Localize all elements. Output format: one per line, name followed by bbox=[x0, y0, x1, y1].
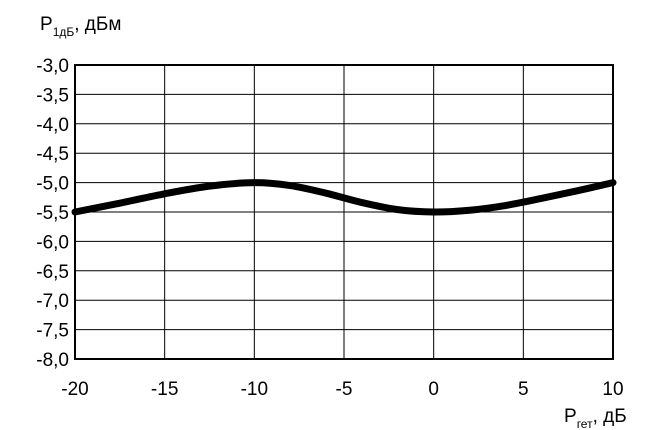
x-tick-label: 10 bbox=[602, 379, 623, 400]
y-tick-label: -4,5 bbox=[36, 144, 69, 165]
y-tick-label: -7,0 bbox=[36, 291, 69, 312]
x-tick-label: -20 bbox=[61, 379, 88, 400]
y-tick-labels: -3,0 -3,5 -4,0 -4,5 -5,0 -5,5 -6,0 -6,5 -7,0 -7,5… bbox=[36, 56, 69, 371]
y-tick-label: -4,0 bbox=[36, 115, 69, 136]
y-tick-label: -6,5 bbox=[36, 262, 69, 283]
x-axis-title: Pгет, дБ bbox=[564, 406, 627, 430]
x-tick-label: -10 bbox=[241, 379, 268, 400]
y-tick-label: -7,5 bbox=[36, 321, 69, 342]
y-tick-label: -3,5 bbox=[36, 85, 69, 106]
x-tick-label: 0 bbox=[428, 379, 439, 400]
x-tick-label: 5 bbox=[518, 379, 529, 400]
x-tick-label: -15 bbox=[151, 379, 178, 400]
y-axis-title-suffix: , дБм bbox=[74, 14, 121, 35]
y-tick-label: -5,5 bbox=[36, 203, 69, 224]
grid-lines bbox=[75, 65, 613, 359]
x-tick-labels: -20 -15 -10 -5 0 5 10 bbox=[61, 379, 623, 400]
y-tick-label: -8,0 bbox=[36, 350, 69, 371]
y-axis-title-main: P bbox=[40, 14, 53, 35]
y-tick-label: -5,0 bbox=[36, 174, 69, 195]
y-tick-label: -3,0 bbox=[36, 56, 69, 77]
y-axis-title: P1дБ, дБм bbox=[40, 14, 121, 39]
y-axis-title-sub: 1дБ bbox=[53, 25, 75, 39]
x-tick-label: -5 bbox=[336, 379, 353, 400]
x-axis-title-main: P bbox=[564, 406, 577, 427]
y-tick-label: -6,0 bbox=[36, 232, 69, 253]
x-axis-title-sub: гет bbox=[577, 417, 593, 430]
x-axis-title-suffix: , дБ bbox=[593, 406, 627, 427]
